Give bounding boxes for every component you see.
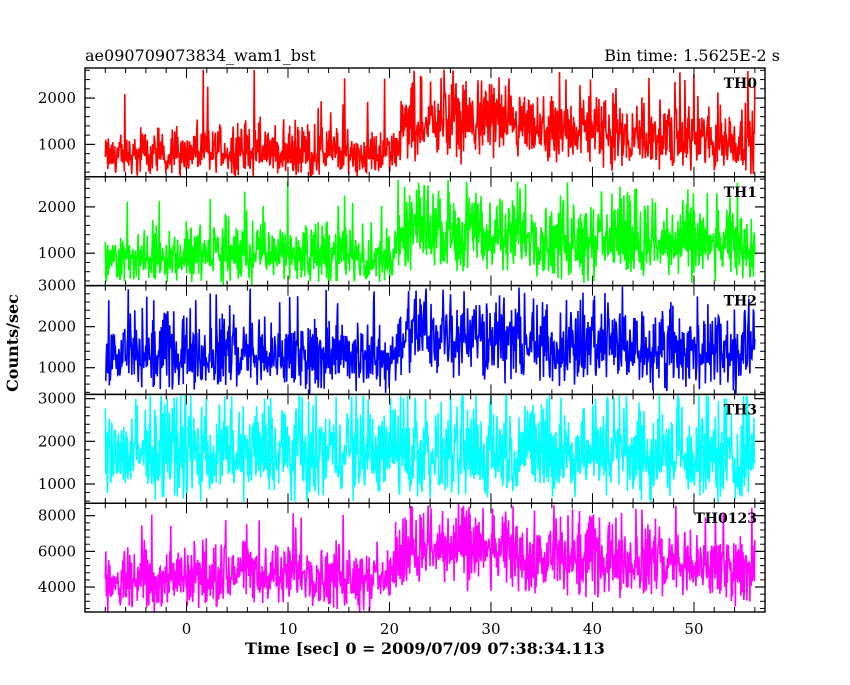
panel-th0: 1000 2000 TH0 <box>38 67 766 178</box>
y-tick-label: 3000 <box>38 390 76 408</box>
series-th0123 <box>104 503 756 613</box>
panel-label: TH0 <box>724 76 758 92</box>
panel-frame <box>84 502 766 613</box>
panel-label: TH1 <box>724 185 757 201</box>
y-tick-label: 1000 <box>38 135 76 153</box>
x-axis: 0 10 20 30 40 50 <box>182 620 704 638</box>
panels-group: 10002000TH010002000TH1100020003000TH2100… <box>38 67 766 613</box>
panel-th1: 1000 2000 TH1 <box>38 176 766 287</box>
series-th1 <box>104 179 756 286</box>
x-tick-label: 30 <box>481 620 500 638</box>
x-tick-label: 0 <box>182 620 192 638</box>
y-tick-label: 2000 <box>38 89 76 107</box>
chart-title: ae090709073834_wam1_bst <box>85 46 316 65</box>
panel-th2: 1000 2000 3000 TH2 <box>38 277 766 396</box>
series-th3 <box>104 393 756 504</box>
panel-label: TH0123 <box>694 511 757 527</box>
y-tick-label: 1000 <box>38 244 76 262</box>
series-th2 <box>104 286 756 395</box>
y-tick-label: 2000 <box>38 198 76 216</box>
panel-th3: 1000 2000 3000 TH3 <box>38 390 766 504</box>
y-tick-label: 1000 <box>38 359 76 377</box>
panel-th0123: 4000 6000 8000 TH0123 <box>38 502 766 613</box>
chart-subtitle: Bin time: 1.5625E-2 s <box>604 46 780 65</box>
y-tick-label: 6000 <box>38 542 76 560</box>
x-tick-label: 40 <box>583 620 602 638</box>
y-tick-label: 8000 <box>38 507 76 525</box>
y-tick-label: 4000 <box>38 578 76 596</box>
series-th0 <box>104 69 756 178</box>
y-tick-label: 2000 <box>38 318 76 336</box>
x-tick-label: 10 <box>278 620 297 638</box>
panel-label: TH3 <box>724 402 757 418</box>
x-axis-label: Time [sec] 0 = 2009/07/09 07:38:34.113 <box>245 639 605 658</box>
x-tick-label: 20 <box>380 620 399 638</box>
panel-label: TH2 <box>724 294 757 310</box>
x-tick-label: 50 <box>684 620 703 638</box>
y-tick-label: 1000 <box>38 475 76 493</box>
y-axis-label: Counts/sec <box>3 294 22 392</box>
y-tick-label: 2000 <box>38 432 76 450</box>
y-tick-label: 3000 <box>38 277 76 295</box>
